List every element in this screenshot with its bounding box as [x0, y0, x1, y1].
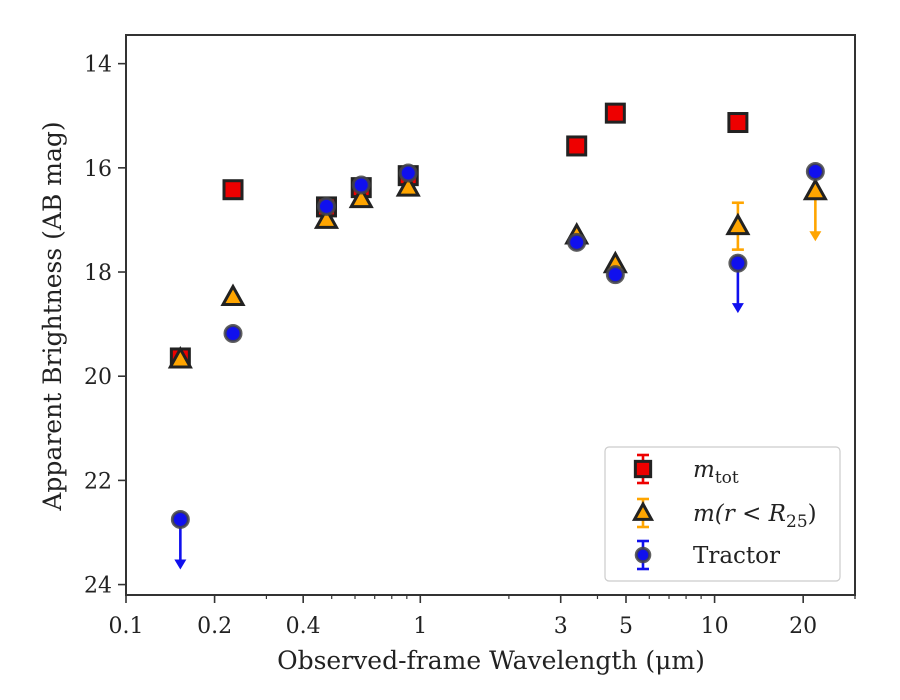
data-point-triangle — [802, 177, 828, 201]
y-tick-label: 24 — [84, 574, 112, 599]
legend-marker-triangle — [631, 500, 655, 521]
x-tick-label: 20 — [789, 614, 817, 639]
upper-limit-arrowhead — [174, 559, 187, 570]
data-point-circle — [398, 163, 418, 183]
data-point-triangle — [348, 185, 374, 209]
x-tick-label: 3 — [554, 614, 568, 639]
data-point-circle — [605, 265, 625, 285]
plot-frame — [125, 34, 856, 596]
data-point-circle — [805, 161, 825, 181]
data-point-circle — [351, 175, 371, 195]
y-tick-label: 20 — [84, 365, 112, 390]
legend-frame — [604, 446, 841, 582]
legend-label-tractor: Tractor — [693, 543, 780, 569]
y-axis-label: Apparent Brightness (AB mag) — [38, 121, 67, 511]
data-point-circle — [223, 323, 243, 343]
x-tick-label: 0.4 — [286, 614, 321, 639]
plot-area — [125, 34, 856, 596]
legend-marker-square — [633, 459, 653, 479]
x-axis-label: Observed-frame Wavelength (μm) — [277, 646, 705, 675]
data-point-circle — [728, 253, 748, 273]
data-point-triangle — [167, 345, 193, 369]
y-tick-label: 16 — [84, 157, 112, 182]
data-point-circle — [567, 232, 587, 252]
data-point-circle — [170, 509, 190, 529]
data-point-circle — [316, 196, 336, 216]
upper-limit-arrowhead — [809, 231, 822, 242]
x-axis: 0.1 0.2 0.4 1 3 5 10 20 — [109, 595, 856, 639]
y-axis: 14 16 18 20 22 24 — [84, 53, 126, 599]
legend-marker-circle — [634, 546, 652, 564]
data-point-square — [727, 112, 749, 134]
x-tick-label: 1 — [413, 614, 427, 639]
data-point-triangle — [725, 212, 751, 236]
data-point-triangle — [220, 283, 246, 307]
y-tick-label: 14 — [84, 53, 112, 78]
data-point-square — [222, 179, 244, 201]
y-tick-label: 22 — [84, 469, 112, 494]
data-point-triangle — [313, 206, 340, 229]
legend: mtot m(r < R25) Tractor — [604, 446, 841, 582]
x-tick-label: 0.2 — [197, 614, 232, 639]
x-tick-label: 10 — [701, 614, 729, 639]
legend-label-mtot: mtot — [693, 457, 739, 488]
data-point-square — [566, 135, 588, 157]
data-point-triangle — [395, 174, 421, 197]
y-tick-label: 18 — [84, 261, 112, 286]
legend-label-mr: m(r < R25) — [693, 501, 817, 532]
upper-limit-arrowhead — [731, 303, 744, 314]
x-tick-label: 0.1 — [109, 614, 144, 639]
data-point-square — [604, 102, 626, 124]
x-tick-label: 5 — [619, 614, 633, 639]
